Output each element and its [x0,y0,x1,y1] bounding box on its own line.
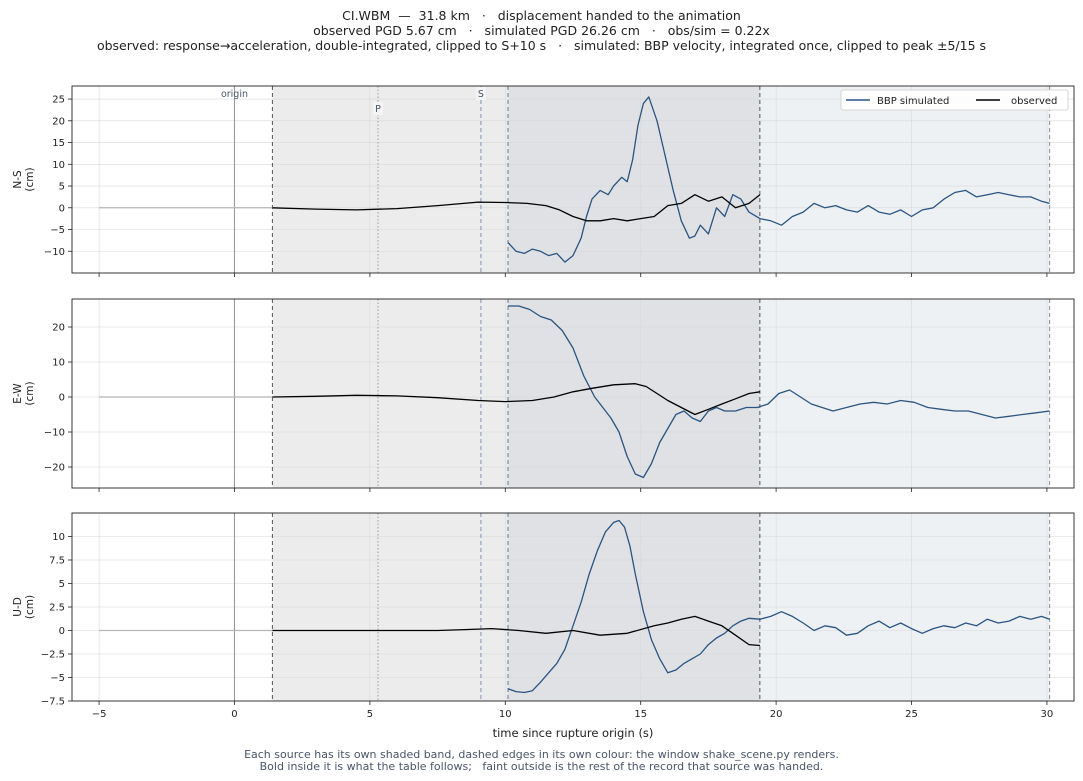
panel-e-w: −20 −10 0 10 20 E-W (cm) [12,298,1075,492]
legend-label-observed: observed [1011,96,1057,107]
y-tick-label: 5 [59,579,65,590]
y-tick-label: 15 [52,138,65,149]
simulated-series-line [507,519,1050,694]
y-tick-label: 5 [59,182,65,193]
legend-label-simulated: BBP simulated [877,96,949,107]
chart-subtitle-pgd: observed PGD 5.67 cm · simulated PGD 26.… [313,23,770,38]
overlap-window-band [508,299,760,488]
x-tick-label: 20 [770,709,783,720]
y-tick-label: −20 [44,463,65,474]
y-tick-label: 25 [52,95,65,106]
y-axis-label: U-D [12,597,24,617]
simulated-window-band [759,299,1050,488]
observed-series-line [272,194,761,222]
y-tick-label: −2.5 [41,650,65,661]
footnote-line-1: Each source has its own shaded band, das… [244,748,839,761]
x-tick-label: 5 [367,709,373,720]
y-tick-label: −5 [50,673,65,684]
y-tick-label: −5 [50,225,65,236]
origin-label: origin [221,89,248,100]
y-tick-label: −7.5 [41,697,65,708]
observed-series-line [272,383,761,416]
panel-n-s: −10 −5 0 5 10 15 20 25 N-S (cm) origin P S BBP simula… [12,85,1075,277]
y-axis-unit: (cm) [24,595,36,619]
y-tick-label: 10 [52,358,65,369]
x-axis-label: time since rupture origin (s) [493,726,654,740]
y-tick-label: 0 [59,393,65,404]
y-tick-label: 0 [59,626,65,637]
y-axis-unit: (cm) [24,381,36,405]
observed-series-line [272,615,760,647]
x-tick-label: 25 [905,709,918,720]
x-tick-label: 10 [499,709,512,720]
y-axis-label: N-S [12,170,24,189]
observed-window-band [272,86,509,273]
y-tick-label: 7.5 [49,556,65,567]
p-arrival-label: P [375,104,381,115]
simulated-series-line [508,305,1050,479]
footnote-line-2: Bold inside it is what the table follows… [259,760,824,773]
x-tick-label: 15 [634,709,647,720]
legend: BBP simulated observed [840,89,1069,111]
overlap-window-band [508,86,760,273]
legend-box [840,89,1069,111]
y-axis-label: E-W [12,383,24,404]
x-tick-label: 0 [231,709,237,720]
y-axis-unit: (cm) [24,167,36,191]
simulated-window-band [759,86,1050,273]
y-tick-label: 2.5 [49,603,65,614]
y-tick-label: −10 [44,247,65,258]
panel-frame [71,85,1075,274]
y-tick-label: 0 [59,203,65,214]
x-tick-label: −5 [92,709,107,720]
y-tick-label: 10 [52,532,65,543]
panel-frame [71,298,1075,489]
y-tick-label: 10 [52,160,65,171]
x-tick-label: 30 [1041,709,1054,720]
origin-s-label: S [478,89,484,100]
simulated-series-line [507,96,1050,263]
y-tick-label: 20 [52,116,65,127]
chart-title: CI.WBM — 31.8 km · displacement handed t… [342,8,741,23]
y-tick-label: −10 [44,428,65,439]
panel-u-d: −7.5 −5 −2.5 0 2.5 5 7.5 10 −5 0 5 10 15 20 25 30 U-D (cm… [12,512,1075,720]
observed-window-band [272,299,509,488]
y-tick-label: 20 [52,323,65,334]
chart-subtitle-processing: observed: response→acceleration, double-… [96,38,987,53]
